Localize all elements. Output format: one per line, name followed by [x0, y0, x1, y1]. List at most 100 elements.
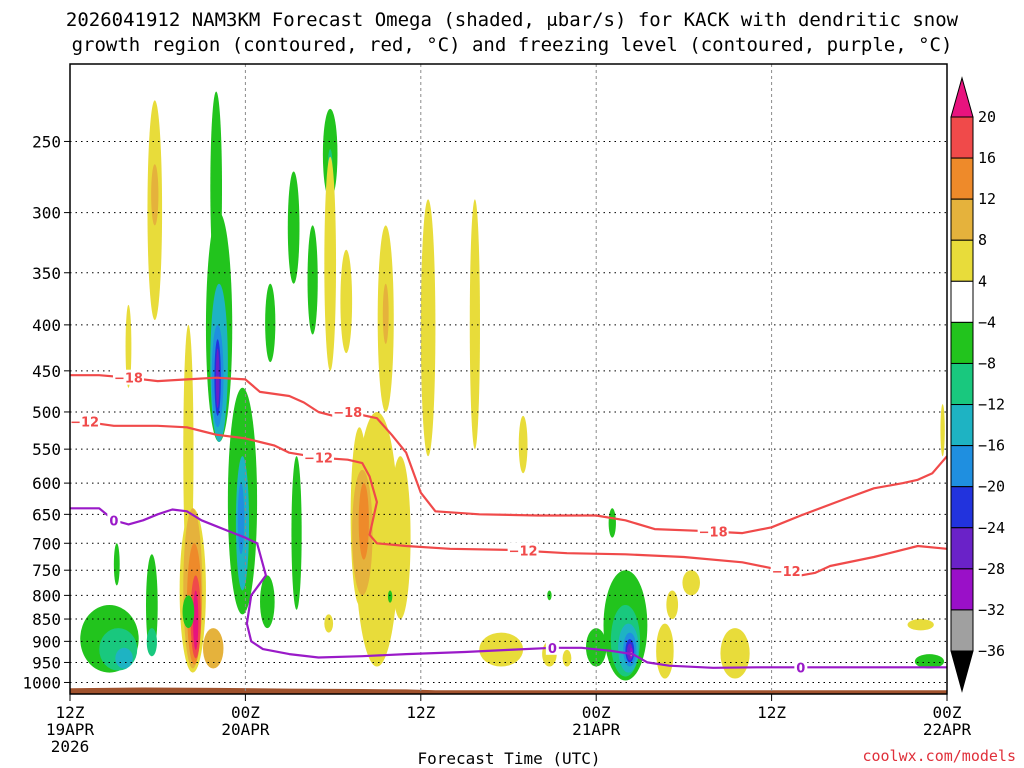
colorbar-label-10: −24 [978, 519, 1005, 537]
omega-cell-35 [324, 614, 334, 633]
contour-label-minus12C-1: −12 [304, 452, 333, 467]
colorbar-label-3: 8 [978, 231, 987, 249]
colorbar-bin-3 [950, 239, 974, 282]
contour-label-minus18C-2: −18 [699, 526, 728, 541]
y-tick-950: 950 [32, 653, 61, 672]
colorbar-label-11: −28 [978, 560, 1005, 578]
y-tick-400: 400 [32, 316, 61, 335]
y-tick-650: 650 [32, 505, 61, 524]
y-tick-250: 250 [32, 132, 61, 151]
y-tick-800: 800 [32, 586, 61, 605]
plot-area: −18 −18 −18 −12 −12 −12 −12 0 0 0 [69, 63, 948, 695]
colorbar-label-5: −4 [978, 313, 996, 331]
colorbar: 20 16 12 8 4 −4 −8 −12 −16 −20 −24 −28 −32 −36 [950, 76, 1005, 693]
omega-cell-43 [420, 199, 436, 457]
colorbar-bin-10 [950, 527, 974, 570]
omega-cell-37 [382, 283, 389, 344]
omega-cell-32 [291, 456, 302, 610]
omega-cell-63 [666, 590, 679, 620]
x-tick-0-line1: 12Z [56, 703, 85, 722]
y-axis: 250 300 350 400 450 500 550 600 650 700 750 800 850 9… [22, 132, 70, 692]
y-tick-1000: 1000 [22, 673, 61, 692]
x-tick-36-line2: 21APR [572, 720, 621, 739]
y-tick-700: 700 [32, 534, 61, 553]
contour-label-bg-minus18C-1 [332, 403, 364, 419]
omega-cell-45 [518, 415, 528, 474]
x-tick-12-line1: 00Z [231, 703, 260, 722]
omega-cell-24 [146, 628, 157, 657]
omega-cell-34 [340, 249, 353, 354]
omega-cell-26 [182, 595, 195, 629]
omega-cell-27 [265, 283, 276, 363]
contour-label-bg-minus18C-2 [697, 523, 729, 539]
x-axis-label: Forecast Time (UTC) [417, 749, 600, 768]
contour-label-bg-minus12C-2 [507, 542, 539, 558]
omega-cell-22 [115, 647, 133, 669]
contour-label-freezing-level-2: 0 [796, 661, 805, 676]
colorbar-bin-5 [950, 321, 974, 364]
y-tick-900: 900 [32, 632, 61, 651]
x-tick-24-line1: 12Z [406, 703, 435, 722]
y-tick-450: 450 [32, 362, 61, 381]
chart-title-line-1: 2026041912 NAM3KM Forecast Omega (shaded… [66, 9, 959, 31]
contour-label-freezing-level-0: 0 [109, 514, 118, 529]
colorbar-label-4: 4 [978, 272, 987, 290]
colorbar-label-1: 16 [978, 149, 996, 167]
omega-cell-48 [562, 649, 572, 667]
colorbar-label-7: −12 [978, 396, 1005, 414]
omega-cell-44 [469, 199, 480, 450]
contour-label-bg-minus12C-0 [70, 413, 101, 429]
x-tick-60-line1: 00Z [933, 703, 962, 722]
omega-cell-41 [358, 483, 369, 560]
contour-label-minus12C-2: −12 [509, 545, 538, 560]
terrain-fill [70, 687, 947, 694]
colorbar-top-arrow [950, 76, 974, 118]
colorbar-bin-0 [950, 116, 974, 159]
contour-freezing-level [70, 507, 947, 669]
x-tick-48-line1: 12Z [757, 703, 786, 722]
x-tick-0-line3: 2026 [51, 737, 90, 756]
omega-cell-66 [940, 404, 945, 457]
omega-cell-64 [720, 628, 750, 679]
omega-cell-25 [113, 543, 120, 586]
chart-title-line-2: growth region (contoured, red, °C) and f… [72, 34, 953, 56]
omega-cell-33 [324, 156, 337, 371]
omega-cell-65 [907, 619, 934, 631]
omega-cell-18 [193, 590, 199, 650]
colorbar-label-12: −32 [978, 601, 1005, 619]
colorbar-bin-1 [950, 157, 974, 200]
omega-cell-19 [203, 628, 224, 669]
contour-label-minus18C-0: −18 [114, 372, 143, 387]
contour-label-bg-freezing-level-1 [545, 639, 559, 655]
contour-label-bg-freezing-level-0 [107, 512, 121, 528]
colorbar-bin-8 [950, 445, 974, 488]
x-tick-60-line2: 22APR [923, 720, 972, 739]
credit-text: coolwx.com/models [862, 747, 1016, 765]
colorbar-label-0: 20 [978, 108, 996, 126]
omega-cell-29 [307, 225, 318, 335]
omega-cell-49 [387, 590, 393, 603]
contour-label-minus12C-3: −12 [772, 565, 801, 580]
contour-label-minus12C-0: −12 [70, 416, 99, 431]
omega-cell-2 [125, 304, 132, 388]
colorbar-bin-9 [950, 486, 974, 529]
colorbar-bin-2 [950, 198, 974, 241]
omega-cell-62 [682, 570, 700, 596]
omega-cell-1 [151, 164, 159, 226]
colorbar-label-6: −8 [978, 354, 996, 372]
colorbar-label-2: 12 [978, 190, 996, 208]
y-tick-600: 600 [32, 474, 61, 493]
y-tick-850: 850 [32, 610, 61, 629]
colorbar-label-9: −20 [978, 478, 1005, 496]
omega-cell-12 [260, 575, 275, 629]
terrain-surface [70, 687, 947, 694]
y-tick-500: 500 [32, 403, 61, 422]
x-tick-36-line1: 00Z [582, 703, 611, 722]
contour-label-bg-freezing-level-2 [794, 659, 808, 675]
plot-frame [69, 63, 948, 695]
colorbar-bin-11 [950, 568, 974, 611]
x-tick-0-line2: 19APR [46, 720, 95, 739]
contour-label-bg-minus12C-1 [302, 449, 334, 465]
